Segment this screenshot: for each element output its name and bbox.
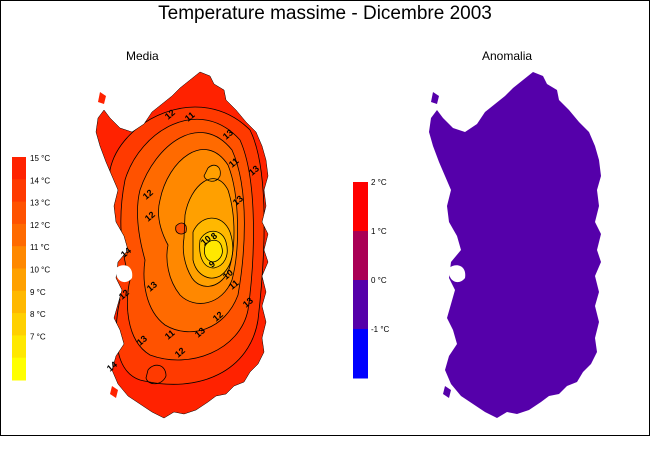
temp-cell-center	[175, 223, 187, 234]
media-legend-label: 14 °C	[30, 176, 50, 185]
media-island-sw	[110, 386, 118, 398]
anomaly-legend: 2 °C 1 °C 0 °C -1 °C	[353, 178, 390, 379]
anomaly-legend-label: 1 °C	[371, 227, 387, 236]
media-legend-label: 10 °C	[30, 266, 50, 275]
anomaly-legend-swatch	[353, 182, 368, 232]
media-map-title: Media	[126, 49, 159, 63]
anomaly-island-nw	[431, 92, 439, 104]
anomaly-legend-swatch	[353, 329, 368, 379]
media-legend-label: 11 °C	[30, 243, 50, 252]
contour-label: 13	[231, 193, 245, 207]
media-legend-label: 8 °C	[30, 310, 46, 319]
anomaly-legend-label: -1 °C	[371, 325, 390, 334]
media-legend-swatch	[12, 201, 26, 225]
anomaly-gulf	[448, 265, 466, 283]
contour-label: 12	[141, 187, 155, 201]
media-legend-swatch	[12, 179, 26, 203]
contour-label: 8	[209, 231, 219, 242]
contour-label: 14	[105, 359, 119, 373]
media-legend-label: 12 °C	[30, 221, 50, 230]
anomaly-legend-label: 0 °C	[371, 276, 387, 285]
media-legend: 15 °C 14 °C 13 °C 12 °C 11 °C 10 °C 9 °C 8 °C 7 …	[12, 154, 50, 381]
contour-label: 13	[247, 163, 261, 177]
contour-label: 13	[241, 295, 255, 309]
contour-label: 13	[145, 279, 159, 293]
anomaly-map	[429, 72, 601, 418]
anomaly-island-sw	[443, 386, 451, 398]
figure-title: Temperature massime - Dicembre 2003	[158, 3, 492, 24]
anomaly-map-title: Anomalia	[482, 49, 533, 63]
contour-label: 13	[135, 333, 149, 347]
media-legend-swatch	[12, 335, 26, 359]
contour-label: 12	[117, 287, 131, 301]
media-legend-label: 7 °C	[30, 332, 46, 341]
contour-label: 12	[143, 209, 157, 223]
contour-label: 12	[211, 309, 225, 323]
anomaly-legend-swatch	[353, 280, 368, 330]
media-legend-label: 9 °C	[30, 288, 46, 297]
contour-label: 13	[193, 325, 207, 339]
media-legend-swatch	[12, 246, 26, 269]
temp-cell-north	[204, 165, 221, 182]
contour-label: 9	[207, 259, 217, 270]
media-legend-swatch	[12, 223, 26, 247]
media-legend-swatch	[12, 268, 26, 292]
anomaly-region	[429, 72, 601, 418]
media-legend-label: 13 °C	[30, 199, 50, 208]
media-gulf	[115, 265, 133, 283]
anomaly-legend-label: 2 °C	[371, 178, 387, 187]
temp-cell-south	[146, 365, 166, 384]
media-legend-swatch	[12, 357, 26, 381]
temp-band-7	[204, 240, 223, 262]
media-island-nw	[98, 92, 106, 104]
media-legend-swatch	[12, 290, 26, 314]
contour-label: 12	[163, 107, 177, 121]
contour-label: 13	[221, 127, 235, 141]
anomaly-legend-swatch	[353, 231, 368, 281]
contour-label: 10	[221, 267, 235, 281]
contour-label: 12	[173, 345, 187, 359]
contour-label: 10	[199, 233, 213, 247]
contour-label: 14	[119, 245, 133, 259]
media-legend-swatch	[12, 313, 26, 336]
media-legend-swatch	[12, 157, 26, 180]
media-legend-label: 15 °C	[30, 154, 50, 163]
